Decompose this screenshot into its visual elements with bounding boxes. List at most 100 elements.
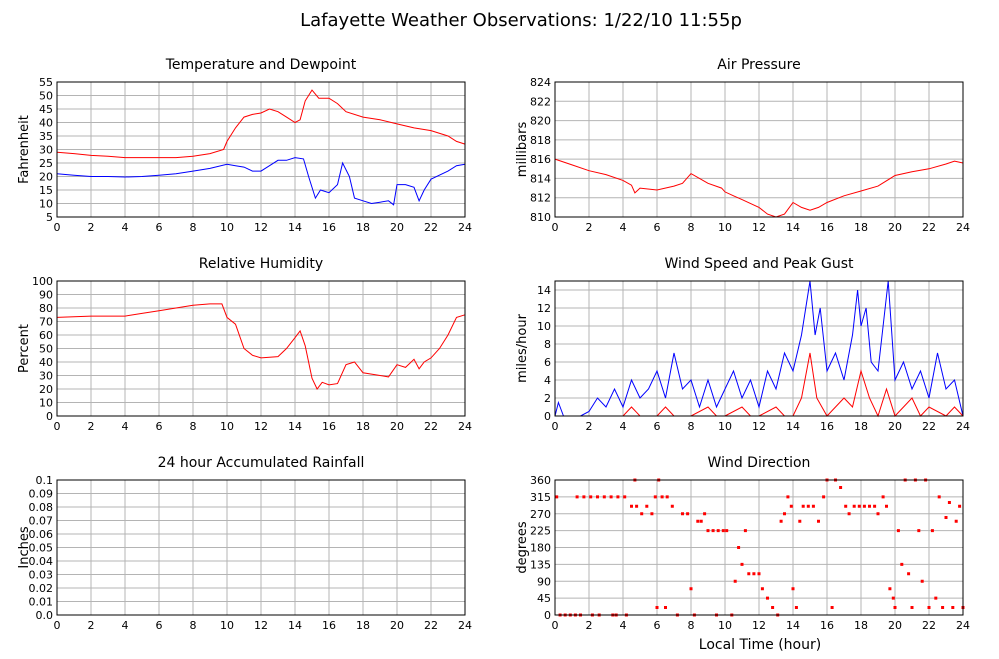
y-axis-label: Inches xyxy=(17,526,32,568)
y-tick-label: 8 xyxy=(544,338,551,351)
x-tick-label: 22 xyxy=(424,221,438,234)
series-line xyxy=(554,280,964,417)
y-tick-label: 55 xyxy=(39,76,53,89)
x-tick-label: 20 xyxy=(888,619,902,632)
data-point xyxy=(951,606,955,609)
x-tick-label: 6 xyxy=(156,221,163,234)
y-tick-label: 45 xyxy=(39,103,53,116)
x-tick-label: 12 xyxy=(752,420,766,433)
y-tick-label: 270 xyxy=(530,508,551,521)
plot-frame xyxy=(56,280,466,417)
x-tick-label: 24 xyxy=(458,619,472,632)
plot-frame xyxy=(56,81,466,218)
y-tick-label: 824 xyxy=(530,76,551,89)
y-tick-label: 818 xyxy=(530,134,551,147)
plot-frame xyxy=(554,479,964,616)
y-tick-label: 70 xyxy=(39,316,53,329)
data-point xyxy=(934,596,938,600)
y-tick-label: 0.02 xyxy=(29,582,54,595)
y-tick-label: 50 xyxy=(39,90,53,103)
y-tick-label: 20 xyxy=(39,171,53,184)
figure-title: Lafayette Weather Observations: 1/22/10 … xyxy=(300,10,742,31)
y-tick-label: 225 xyxy=(530,525,551,538)
data-point xyxy=(817,519,820,523)
x-tick-label: 4 xyxy=(620,619,627,632)
y-tick-label: 0 xyxy=(544,410,551,423)
x-tick-label: 10 xyxy=(718,221,732,234)
x-tick-label: 12 xyxy=(254,420,268,433)
y-tick-label: 812 xyxy=(530,192,551,205)
data-point xyxy=(575,495,579,499)
y-tick-label: 814 xyxy=(530,172,551,185)
y-tick-label: 40 xyxy=(39,356,53,369)
series-line xyxy=(555,352,964,418)
y-tick-label: 15 xyxy=(39,184,53,197)
x-tick-label: 14 xyxy=(288,420,302,433)
x-tick-label: 22 xyxy=(922,420,936,433)
plot-frame xyxy=(554,81,964,218)
y-tick-label: 50 xyxy=(39,343,53,356)
y-tick-label: 25 xyxy=(39,157,53,170)
data-point xyxy=(900,562,904,566)
x-tick-label: 18 xyxy=(356,420,370,433)
y-tick-label: 90 xyxy=(39,289,53,302)
x-axis-label: Local Time (hour) xyxy=(699,637,821,653)
data-point xyxy=(891,596,895,600)
series-line xyxy=(56,157,466,206)
y-tick-label: 10 xyxy=(39,198,53,211)
chart-title: Temperature and Dewpoint xyxy=(165,57,357,73)
data-point xyxy=(830,606,834,609)
data-point xyxy=(630,504,633,508)
x-tick-label: 20 xyxy=(390,221,404,234)
series-line xyxy=(554,158,964,218)
x-tick-label: 0 xyxy=(54,221,61,234)
x-tick-label: 10 xyxy=(220,619,234,632)
x-tick-label: 10 xyxy=(718,420,732,433)
data-point xyxy=(839,486,843,489)
data-point xyxy=(947,501,951,504)
y-axis-label: millibars xyxy=(515,122,530,178)
data-point xyxy=(596,495,599,499)
data-point xyxy=(760,587,764,591)
y-tick-label: 816 xyxy=(530,153,551,166)
y-tick-label: 12 xyxy=(537,302,551,315)
y-tick-label: 0.1 xyxy=(36,474,54,487)
data-point xyxy=(655,606,659,609)
data-point xyxy=(954,519,958,523)
y-tick-label: 2 xyxy=(544,392,551,405)
plot-frame xyxy=(554,280,964,417)
x-tick-label: 2 xyxy=(88,420,95,433)
x-tick-label: 24 xyxy=(458,420,472,433)
x-tick-label: 18 xyxy=(854,221,868,234)
y-tick-label: 45 xyxy=(537,592,551,605)
y-axis-label: Percent xyxy=(17,324,32,373)
data-point xyxy=(783,512,786,516)
x-tick-label: 4 xyxy=(122,221,129,234)
data-point xyxy=(716,529,720,533)
y-tick-label: 0.03 xyxy=(29,569,54,582)
x-tick-label: 14 xyxy=(786,619,800,632)
data-point xyxy=(711,529,715,533)
data-point xyxy=(937,495,941,499)
data-point xyxy=(670,504,674,508)
data-point xyxy=(876,512,880,516)
data-point xyxy=(896,529,900,533)
y-tick-label: 820 xyxy=(530,115,551,128)
data-point xyxy=(616,495,620,499)
x-tick-label: 4 xyxy=(122,420,129,433)
x-tick-label: 0 xyxy=(54,420,61,433)
y-tick-label: 80 xyxy=(39,302,53,315)
y-tick-label: 14 xyxy=(537,284,551,297)
x-tick-label: 0 xyxy=(552,619,559,632)
data-point xyxy=(888,587,892,591)
data-point xyxy=(806,504,810,508)
x-tick-label: 24 xyxy=(956,420,970,433)
x-tick-label: 24 xyxy=(956,221,970,234)
x-tick-label: 12 xyxy=(752,221,766,234)
x-tick-label: 2 xyxy=(88,619,95,632)
data-point xyxy=(907,572,911,576)
series-line xyxy=(56,303,466,390)
y-axis-label: degrees xyxy=(515,521,530,574)
